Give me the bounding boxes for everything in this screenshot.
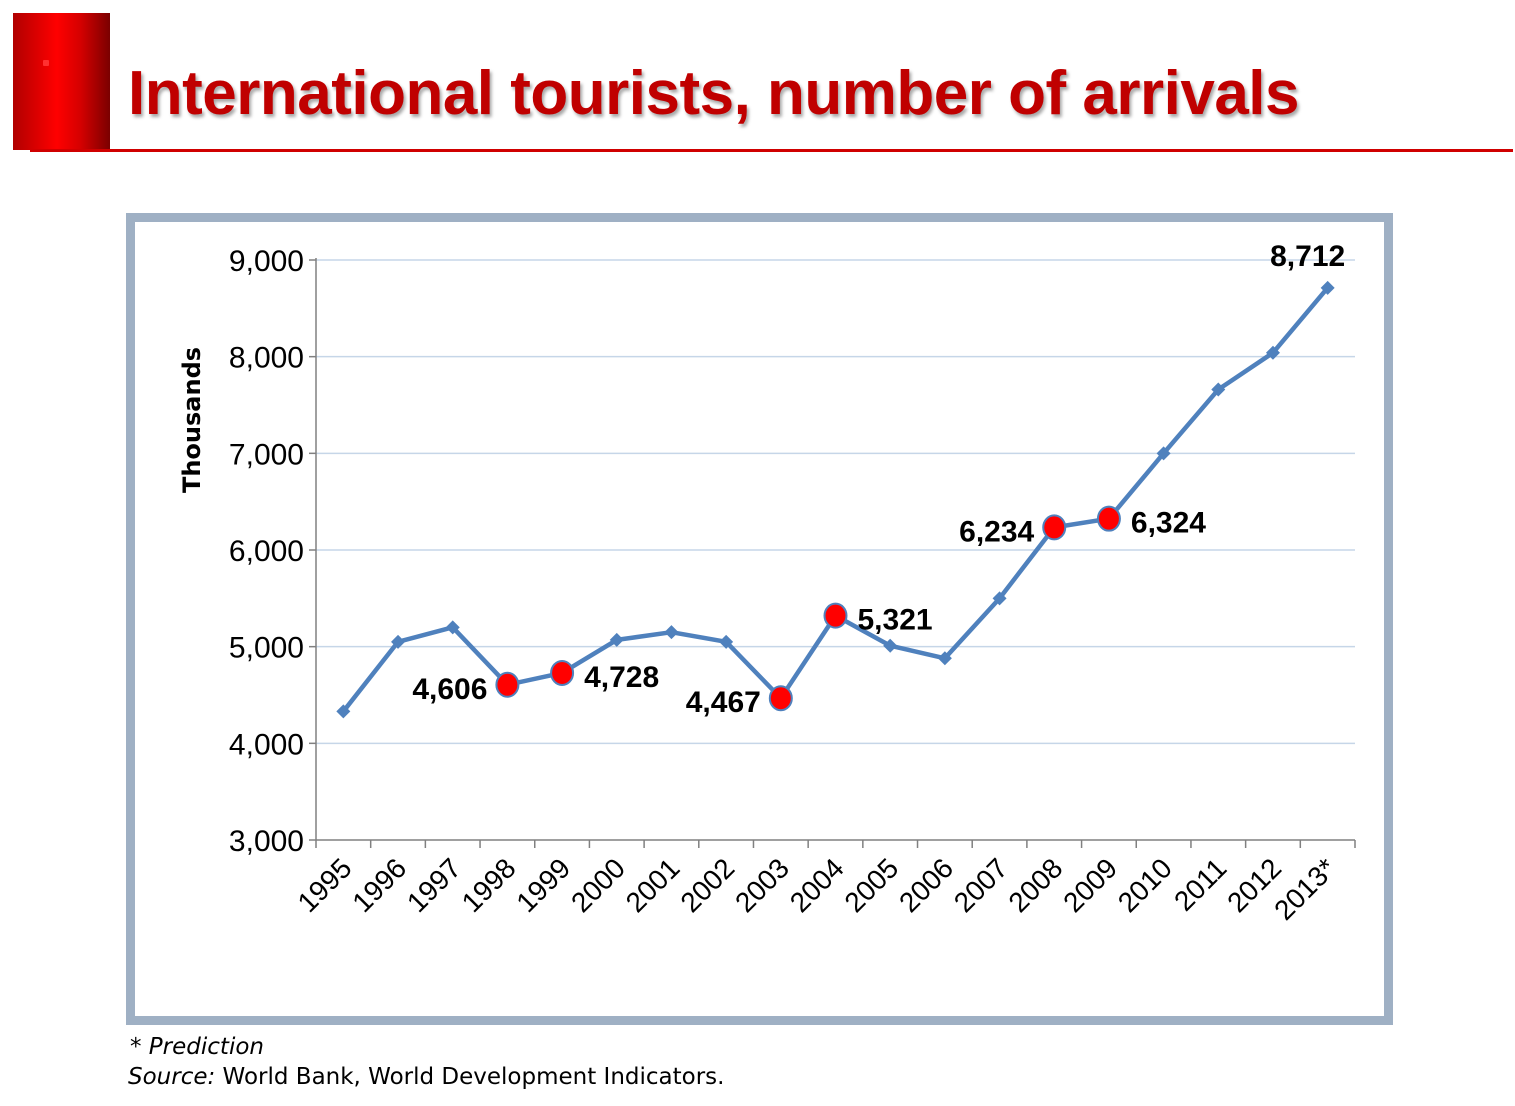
y-axis-title: Thousands <box>178 347 206 493</box>
y-tick-label: 7,000 <box>229 438 304 471</box>
x-tick-label: 2001 <box>620 852 686 918</box>
highlight-point <box>1096 505 1121 532</box>
x-tick-label: 2005 <box>838 852 904 918</box>
data-point <box>1156 446 1171 461</box>
data-point <box>391 634 406 649</box>
highlight-point <box>768 685 793 712</box>
source-label: Source: <box>128 1064 216 1090</box>
chart-area: 3,000 4,000 5,000 6,000 7,000 8,000 9,000 1995 1… <box>135 222 1384 1016</box>
x-tick-label: 2009 <box>1057 852 1123 918</box>
y-tick-label: 4,000 <box>229 728 304 761</box>
title-accent-block <box>13 13 110 150</box>
data-point <box>719 634 734 649</box>
highlight-point <box>495 671 520 698</box>
source-note: Source: World Bank, World Development In… <box>128 1064 724 1090</box>
y-tick-label: 9,000 <box>229 245 304 278</box>
data-label: 6,324 <box>1131 507 1206 540</box>
data-point <box>664 625 679 640</box>
x-tick-label: 1999 <box>510 852 576 918</box>
data-point <box>883 638 898 653</box>
x-tick-label: 2007 <box>948 852 1014 918</box>
x-tick-label: 2002 <box>674 852 740 918</box>
data-point <box>609 632 624 647</box>
x-tick-label: 2008 <box>1003 852 1069 918</box>
y-tick-label: 5,000 <box>229 632 304 665</box>
x-tick-label: 2006 <box>893 852 959 918</box>
data-label: 8,712 <box>1270 240 1345 273</box>
highlight-point <box>823 602 848 629</box>
x-tick-label: 1995 <box>292 852 358 918</box>
data-point <box>992 591 1007 606</box>
y-tick-label: 3,000 <box>229 825 304 858</box>
data-label: 4,728 <box>584 661 659 694</box>
x-tick-label: 2003 <box>729 852 795 918</box>
data-point <box>445 620 460 635</box>
title-underline <box>30 149 1513 152</box>
data-label: 5,321 <box>858 604 933 637</box>
data-point <box>336 704 351 719</box>
data-point <box>1320 280 1335 295</box>
x-tick-label: 2011 <box>1168 852 1233 917</box>
x-tick-label: 1997 <box>401 852 467 918</box>
source-text: World Bank, World Development Indicators… <box>215 1064 725 1090</box>
x-tick-label: 2010 <box>1112 852 1178 918</box>
highlight-point <box>550 659 575 686</box>
x-tick-label: 2004 <box>784 852 850 918</box>
x-tick-label: 2013* <box>1268 852 1342 926</box>
accent-bullet <box>43 60 49 66</box>
line-chart: 3,0004,0005,0006,0007,0008,0009,00019951… <box>178 240 1356 926</box>
y-tick-label: 8,000 <box>229 342 304 375</box>
data-label: 4,606 <box>412 673 487 706</box>
x-tick-label: 2000 <box>565 852 631 918</box>
prediction-footnote: * Prediction <box>130 1034 264 1060</box>
data-label: 6,234 <box>959 515 1034 548</box>
series-line <box>341 286 1330 713</box>
chart-frame: 3,000 4,000 5,000 6,000 7,000 8,000 9,000 1995 1… <box>126 213 1393 1025</box>
slide-title: International tourists, number of arriva… <box>128 59 1300 128</box>
x-tick-label: 1998 <box>456 852 522 918</box>
data-point <box>1265 345 1280 360</box>
data-point <box>1211 382 1226 397</box>
highlight-point <box>1042 514 1067 541</box>
data-label: 4,467 <box>686 686 761 719</box>
x-tick-label: 1996 <box>346 852 412 918</box>
y-tick-label: 6,000 <box>229 535 304 568</box>
data-point <box>937 651 952 666</box>
